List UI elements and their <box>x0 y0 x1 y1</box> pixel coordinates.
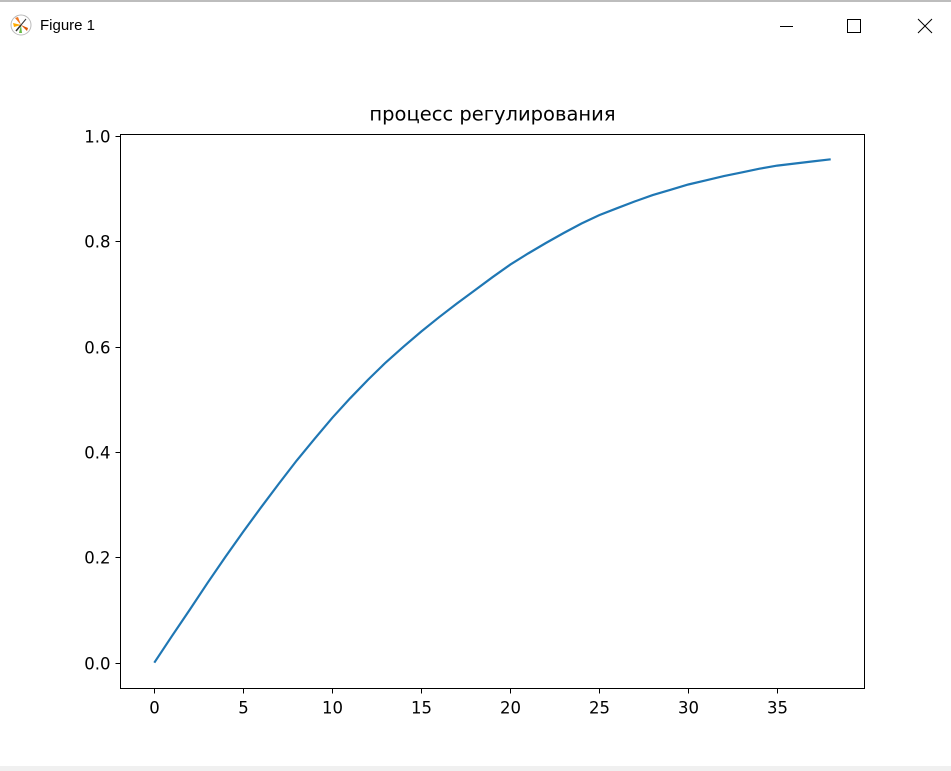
y-tick-label: 0.4 <box>84 444 110 463</box>
x-tick-label: 20 <box>500 699 521 718</box>
title-bar: Figure 1 <box>0 2 951 50</box>
matplotlib-logo-icon <box>10 14 32 36</box>
x-tick-label: 10 <box>322 699 343 718</box>
chart: процесс регулирования 0 5 10 15 20 25 30 35 0.0 0… <box>84 103 865 718</box>
close-icon <box>917 18 933 34</box>
x-tick-label: 35 <box>767 699 788 718</box>
window-title: Figure 1 <box>40 17 96 34</box>
y-tick-label: 0.2 <box>84 549 110 568</box>
close-button[interactable] <box>902 8 948 44</box>
y-tick-label: 0.6 <box>84 339 110 358</box>
maximize-button[interactable] <box>831 8 877 44</box>
chart-title: процесс регулирования <box>369 103 615 126</box>
y-tick-label: 0.8 <box>84 233 110 252</box>
x-tick-label: 5 <box>238 699 249 718</box>
axes-frame <box>120 134 865 689</box>
minimize-icon <box>780 26 793 27</box>
maximize-icon <box>847 19 861 33</box>
window-top-border <box>0 0 951 2</box>
y-tick-label: 1.0 <box>84 128 110 147</box>
x-tick-label: 30 <box>678 699 699 718</box>
window-bottom-border <box>0 766 951 771</box>
minimize-button[interactable] <box>763 8 809 44</box>
series-line <box>153 158 831 664</box>
x-tick-label: 15 <box>411 699 432 718</box>
x-tick-label: 0 <box>149 699 160 718</box>
x-tick-label: 25 <box>589 699 610 718</box>
y-tick-label: 0.0 <box>84 655 110 674</box>
